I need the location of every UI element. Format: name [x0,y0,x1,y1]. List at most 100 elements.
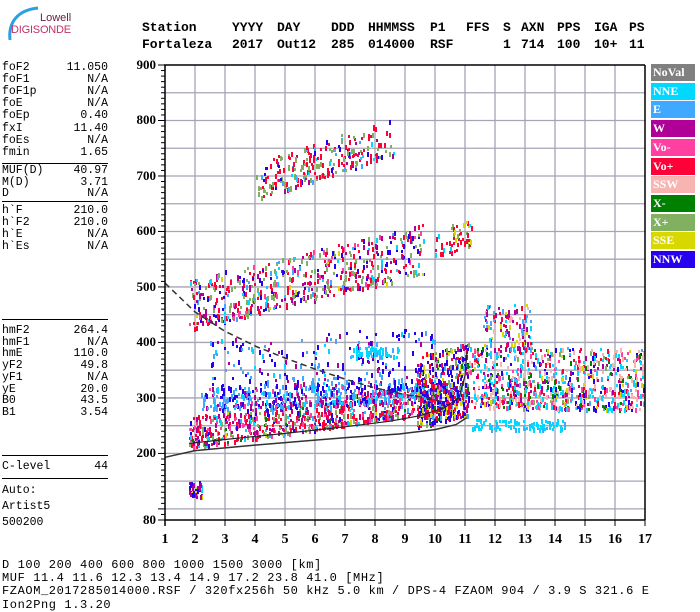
echo-point [436,420,438,423]
echo-point [401,378,403,383]
echo-point [481,350,483,355]
echo-point [198,415,200,420]
echo-point [222,404,224,407]
echo-point [523,407,525,412]
echo-point [353,419,355,424]
echo-point [367,152,369,157]
echo-point [440,387,442,390]
echo-point [265,304,267,309]
echo-point [630,376,632,379]
echo-point [304,424,306,429]
echo-point [544,369,546,372]
echo-point [204,397,206,402]
echo-point [201,490,203,493]
echo-point [448,352,450,355]
echo-point [334,400,336,405]
param-value: N/A [87,85,108,99]
echo-point [439,353,441,358]
echo-point [392,400,394,405]
echo-point [221,388,223,391]
echo-point [420,398,422,401]
echo-point [613,355,615,360]
echo-point [450,412,452,417]
echo-point [388,400,390,405]
echo-point [260,290,262,295]
echo-point [193,446,195,451]
echo-point [303,290,305,295]
echo-point [404,409,406,414]
echo-point [229,413,231,418]
echo-point [339,147,341,152]
echo-point [256,430,258,435]
echo-point [332,173,334,178]
echo-point [320,154,322,157]
echo-point [577,377,579,382]
echo-point [239,406,241,411]
echo-point [618,392,620,395]
echo-point [215,315,217,318]
echo-point [626,359,628,362]
echo-point [276,276,278,279]
echo-point [454,349,456,352]
echo-point [562,390,564,395]
echo-point [446,355,448,360]
echo-point [316,164,318,169]
echo-point [366,352,368,357]
echo-point [377,148,379,151]
echo-point [247,409,249,414]
echo-point [631,409,633,412]
echo-point [289,414,291,417]
echo-point [368,342,370,347]
echo-point [546,407,548,410]
echo-point [276,395,278,398]
echo-point [259,350,261,355]
echo-point [528,396,530,401]
echo-point [476,419,478,422]
echo-point [244,415,246,420]
echo-point [435,352,437,355]
echo-point [216,419,218,424]
echo-point [273,158,275,161]
x-tick-label: 14 [548,532,562,547]
echo-point [640,367,642,370]
echo-point [516,403,518,406]
echo-point [209,316,211,319]
echo-point [383,279,385,284]
echo-point [614,392,616,397]
echo-point [280,156,282,161]
echo-point [349,272,351,277]
echo-point [310,413,312,418]
echo-point [265,167,267,170]
echo-point [282,401,284,404]
echo-point [319,175,321,180]
echo-point [555,387,557,392]
echo-point [377,368,379,373]
echo-point [278,179,280,182]
echo-point [347,287,349,290]
echo-point [476,423,478,428]
echo-point [266,300,268,305]
echo-point [370,383,372,388]
echo-point [190,281,192,286]
param-row: hmE 110.0 [2,347,108,360]
echo-point [580,399,582,404]
echo-point [277,392,279,395]
y-tick-label: 600 [136,223,157,239]
echo-point [351,355,353,358]
echo-point [251,401,253,406]
echo-point [531,423,533,428]
echo-point [552,422,554,425]
echo-point [365,282,367,287]
echo-point [486,325,488,328]
echo-point [376,139,378,142]
param-value: 20.0 [80,382,108,396]
echo-point [334,254,336,257]
echo-point [419,251,421,256]
echo-point [233,316,235,321]
echo-point [398,334,400,337]
echo-point [587,403,589,406]
echo-point [240,402,242,405]
echo-point [420,425,422,428]
echo-point [493,384,495,387]
echo-point [622,403,624,406]
